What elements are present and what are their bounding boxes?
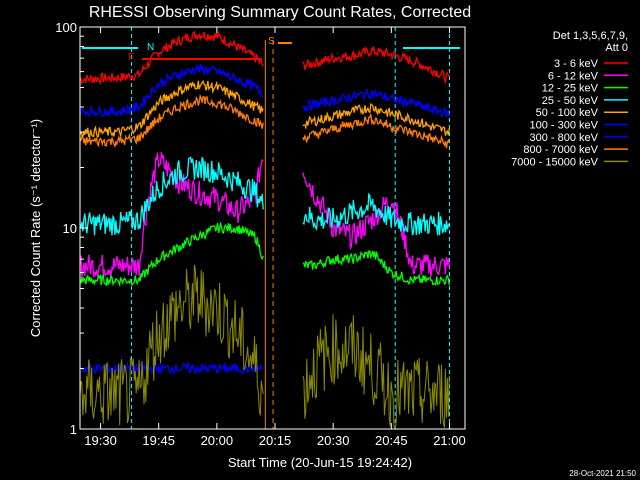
- x-axis-ticks: 19:30 19:45 20:00 20:15 20:30 20:45 21:00: [84, 27, 466, 448]
- chart-title: RHESSI Observing Summary Count Rates, Co…: [89, 4, 471, 21]
- series-line-4: [79, 79, 450, 140]
- x-tick-label-2: 20:00: [201, 433, 234, 448]
- x-tick-label-4: 20:30: [317, 433, 350, 448]
- series-line-8: [79, 264, 450, 430]
- plot-area: F N S: [79, 27, 460, 430]
- flag-annotation-1: N: [147, 42, 154, 53]
- legend-label-8: 7000 - 15000 keV: [511, 156, 599, 168]
- legend-label-3: 25 - 50 keV: [542, 95, 599, 107]
- series-line-3: [79, 155, 450, 236]
- legend-label-4: 50 - 100 keV: [536, 107, 599, 119]
- x-axis-label: Start Time (20-Jun-15 19:24:42): [228, 455, 412, 470]
- y-axis-ticks: 1 10 100: [55, 20, 88, 437]
- series-line-6: [79, 361, 264, 376]
- legend-label-5: 100 - 300 keV: [530, 120, 599, 132]
- legend-header-line2: Att 0: [605, 42, 628, 54]
- y-tick-label-0: 1: [70, 422, 77, 437]
- series-line-5: [79, 62, 450, 119]
- series-line-0: [79, 30, 450, 85]
- y-tick-label-1: 10: [63, 221, 77, 236]
- series-line-2: [79, 221, 450, 288]
- x-tick-label-3: 20:15: [259, 433, 292, 448]
- legend-label-0: 3 - 6 keV: [554, 58, 599, 70]
- legend-header-line1: Det 1,3,5,6,7,9,: [553, 30, 628, 42]
- y-tick-label-2: 100: [55, 20, 77, 35]
- x-tick-label-0: 19:30: [84, 433, 117, 448]
- footer-timestamp: 28-Oct-2021 21:50: [569, 469, 636, 478]
- legend-label-7: 800 - 7000 keV: [523, 144, 598, 156]
- flag-annotation-0: F: [128, 52, 134, 63]
- y-axis-label: Corrected Count Rate (s⁻¹ detector⁻¹): [28, 119, 43, 337]
- legend-label-1: 6 - 12 keV: [548, 70, 599, 82]
- flag-annotation-2: S: [268, 36, 275, 47]
- series-line-7: [79, 93, 450, 149]
- legend-label-2: 12 - 25 keV: [542, 83, 599, 95]
- x-tick-label-6: 21:00: [433, 433, 466, 448]
- x-tick-label-5: 20:45: [375, 433, 408, 448]
- legend-label-6: 300 - 800 keV: [530, 132, 599, 144]
- x-tick-label-1: 19:45: [142, 433, 175, 448]
